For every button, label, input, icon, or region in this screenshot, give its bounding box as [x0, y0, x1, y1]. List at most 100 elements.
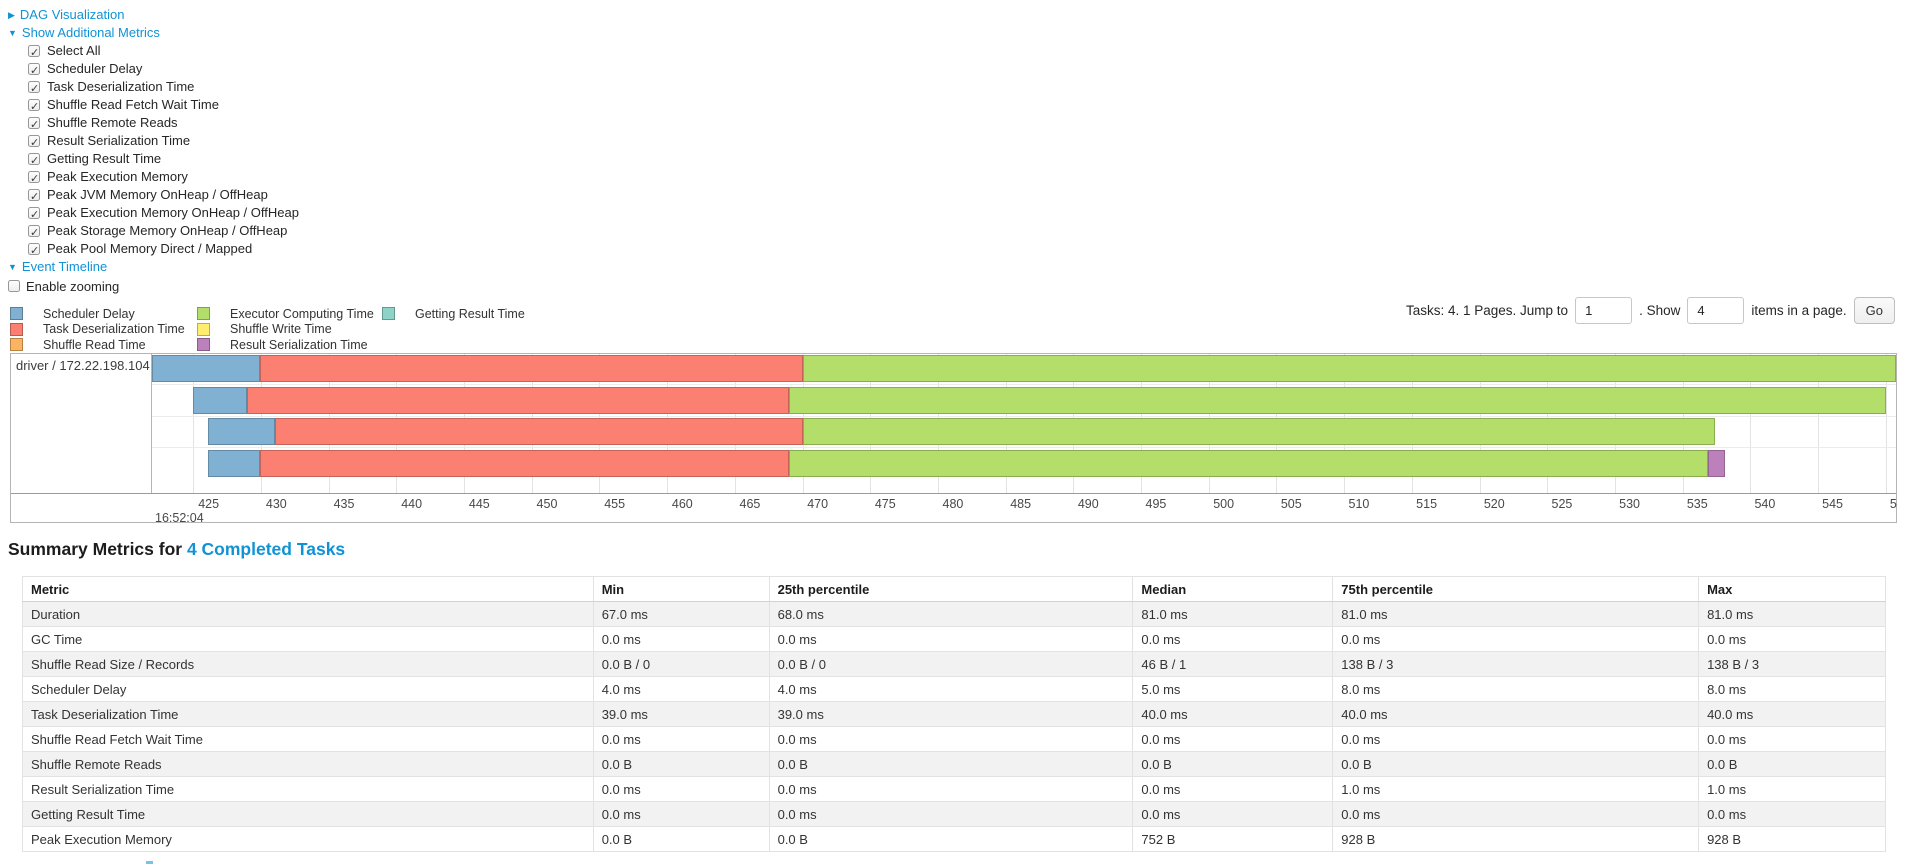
metric-value-cell: 40.0 ms — [1332, 701, 1700, 727]
chevron-down-icon: ▼ — [8, 28, 17, 38]
metric-value-cell: 0.0 ms — [1332, 726, 1700, 752]
gridline — [1750, 354, 1752, 493]
axis-tick-label: 500 — [1213, 497, 1235, 511]
metric-value-cell: 0.0 ms — [1698, 626, 1886, 652]
metric-value-cell: 0.0 B — [1132, 751, 1334, 777]
metric-value-cell: 0.0 ms — [768, 626, 1134, 652]
table-row: Result Serialization Time 0.0 ms 0.0 ms 0.0… — [22, 776, 1886, 802]
metric-checkbox[interactable] — [28, 206, 40, 224]
timeline-time-axis: 425 430 435 440 445 450 455 460 465 470 475 480 485 4… — [11, 493, 1897, 525]
metric-checkbox[interactable] — [28, 80, 40, 98]
metric-value-cell: 0.0 B — [1698, 751, 1886, 777]
jump-to-page-input[interactable] — [1575, 297, 1633, 324]
legend-item: Task Deserialization Time — [10, 322, 185, 338]
task-deserialization-segment[interactable] — [274, 418, 803, 445]
metric-checkbox[interactable] — [28, 134, 40, 152]
metric-name-cell: Duration — [22, 601, 594, 627]
metric-checkbox-label: Peak Execution Memory OnHeap / OffHeap — [47, 205, 299, 220]
metric-checkbox[interactable] — [28, 170, 40, 188]
column-header: Min — [592, 576, 770, 602]
tasks-count-text: Tasks: 4. 1 Pages. Jump to — [1405, 303, 1569, 318]
metric-value-cell: 0.0 ms — [768, 776, 1134, 802]
dag-visualization-toggle[interactable]: ▶ DAG Visualization — [8, 7, 124, 22]
executor-computing-segment[interactable] — [788, 449, 1709, 477]
metric-option-row: Result Serialization Time — [8, 132, 299, 152]
metric-name-cell: Shuffle Read Size / Records — [22, 651, 594, 677]
summary-metrics-heading-text: Summary Metrics for — [8, 539, 187, 559]
axis-tick-label: 475 — [874, 497, 896, 511]
metric-value-cell: 0.0 ms — [1132, 801, 1334, 827]
metric-option-row: Shuffle Remote Reads — [8, 114, 299, 134]
metric-checkbox[interactable] — [28, 62, 40, 80]
legend-column: Scheduler Delay Task Deserialization Time… — [10, 306, 185, 353]
scheduler-delay-segment[interactable] — [152, 355, 261, 382]
result-serialization-segment[interactable] — [1708, 449, 1726, 477]
axis-tick-label: 545 — [1822, 497, 1844, 511]
metric-option-row: Peak JVM Memory OnHeap / OffHeap — [8, 186, 299, 206]
metric-checkbox[interactable] — [28, 152, 40, 170]
metric-value-cell: 0.0 B / 0 — [592, 651, 770, 677]
go-button[interactable]: Go — [1853, 297, 1895, 324]
axis-tick-label: 505 — [1280, 497, 1302, 511]
executor-computing-segment[interactable] — [802, 418, 1715, 445]
task-deserialization-segment[interactable] — [260, 449, 789, 477]
enable-zooming-checkbox[interactable] — [8, 280, 20, 292]
axis-tick-label: 5 — [1889, 497, 1897, 511]
metric-value-cell: 0.0 ms — [1332, 801, 1700, 827]
axis-tick-label: 540 — [1754, 497, 1776, 511]
table-row: Scheduler Delay 4.0 ms 4.0 ms 5.0 ms 8.0 ms 8… — [22, 676, 1886, 702]
event-timeline-toggle[interactable]: ▼ Event Timeline — [8, 259, 107, 274]
executor-computing-segment[interactable] — [788, 386, 1887, 414]
task-deserialization-segment[interactable] — [260, 355, 803, 382]
axis-tick-label: 480 — [942, 497, 964, 511]
metric-value-cell: 8.0 ms — [1698, 676, 1886, 702]
executor-computing-segment[interactable] — [802, 355, 1896, 382]
axis-tick-label: 445 — [468, 497, 490, 511]
metric-value-cell: 0.0 ms — [1132, 776, 1334, 802]
metric-value-cell: 1.0 ms — [1332, 776, 1700, 802]
metric-option-row: Peak Execution Memory OnHeap / OffHeap — [8, 204, 299, 224]
metric-value-cell: 39.0 ms — [768, 701, 1134, 727]
show-additional-metrics-toggle[interactable]: ▼ Show Additional Metrics — [8, 25, 160, 40]
metric-option-row: Task Deserialization Time — [8, 78, 299, 98]
chevron-right-icon: ▶ — [8, 10, 15, 20]
metric-name-cell: Getting Result Time — [22, 801, 594, 827]
task-deserialization-segment[interactable] — [246, 386, 789, 414]
scheduler-delay-segment[interactable] — [192, 386, 247, 414]
metric-value-cell: 0.0 ms — [1132, 626, 1334, 652]
metric-checkbox[interactable] — [28, 242, 40, 260]
metric-value-cell: 8.0 ms — [1332, 676, 1700, 702]
column-header: Metric — [22, 576, 594, 602]
event-timeline-label: Event Timeline — [21, 259, 108, 274]
metric-value-cell: 0.0 B — [592, 751, 770, 777]
axis-major-time-label: 16:52:04 — [155, 511, 204, 525]
metric-checkbox[interactable] — [28, 44, 40, 62]
metric-value-cell: 0.0 ms — [1332, 626, 1700, 652]
metric-checkbox-label: Peak Execution Memory — [47, 169, 188, 184]
legend-item: Result Serialization Time — [197, 337, 374, 353]
getting_result-swatch-icon — [382, 307, 395, 321]
legend-item: Executor Computing Time — [197, 306, 374, 322]
table-row: Getting Result Time 0.0 ms 0.0 ms 0.0 ms 0.0… — [22, 801, 1886, 827]
legend-column: Executor Computing Time Shuffle Write Tim… — [197, 306, 374, 353]
completed-tasks-link[interactable]: 4 Completed Tasks — [186, 539, 346, 559]
shuffle_read-swatch-icon — [10, 338, 23, 352]
metric-value-cell: 0.0 ms — [768, 726, 1134, 752]
items-per-page-input[interactable] — [1687, 297, 1745, 324]
metric-value-cell: 928 B — [1698, 826, 1886, 852]
metric-checkbox[interactable] — [28, 116, 40, 134]
scheduler-delay-segment[interactable] — [207, 418, 275, 445]
metric-checkbox-label: Scheduler Delay — [47, 61, 143, 76]
row-separator — [152, 447, 1896, 448]
scheduler-delay-segment[interactable] — [207, 449, 261, 477]
metric-checkbox-label: Peak JVM Memory OnHeap / OffHeap — [47, 187, 268, 202]
axis-tick-label: 525 — [1551, 497, 1573, 511]
metric-value-cell: 39.0 ms — [592, 701, 770, 727]
metric-checkbox[interactable] — [28, 98, 40, 116]
metric-checkbox[interactable] — [28, 188, 40, 206]
metric-value-cell: 67.0 ms — [592, 601, 770, 627]
legend-label: Executor Computing Time — [230, 306, 374, 321]
metric-checkbox[interactable] — [28, 224, 40, 242]
show-text: . Show — [1639, 303, 1681, 318]
metric-checkbox-label: Shuffle Remote Reads — [47, 115, 178, 130]
